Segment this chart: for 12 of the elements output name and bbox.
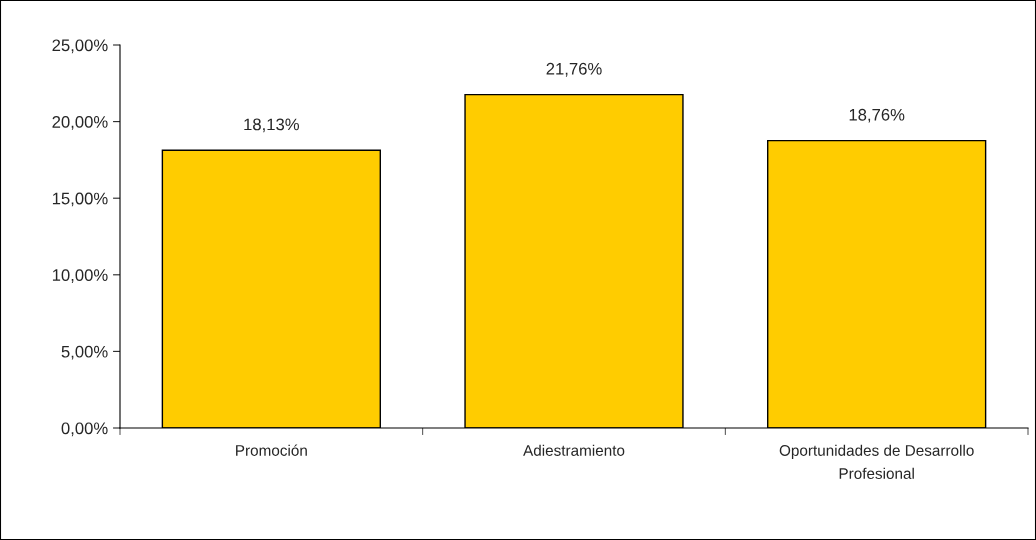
x-tick-label: Oportunidades de Desarrollo Profesional bbox=[779, 444, 974, 479]
y-tick-label: 25,00% bbox=[52, 39, 108, 54]
data-label: 21,76% bbox=[546, 62, 602, 77]
y-tick-label: 5,00% bbox=[61, 345, 108, 360]
data-label: 18,13% bbox=[244, 118, 300, 133]
y-tick-label: 20,00% bbox=[52, 116, 108, 130]
y-tick-label: 0,00% bbox=[61, 422, 108, 437]
y-tick-label: 15,00% bbox=[52, 192, 108, 207]
data-label: 18,76% bbox=[849, 108, 905, 123]
x-tick-label: Adiestramiento bbox=[523, 444, 625, 456]
y-tick-label: 10,00% bbox=[52, 269, 108, 283]
x-tick-label: Promoción bbox=[236, 444, 307, 456]
